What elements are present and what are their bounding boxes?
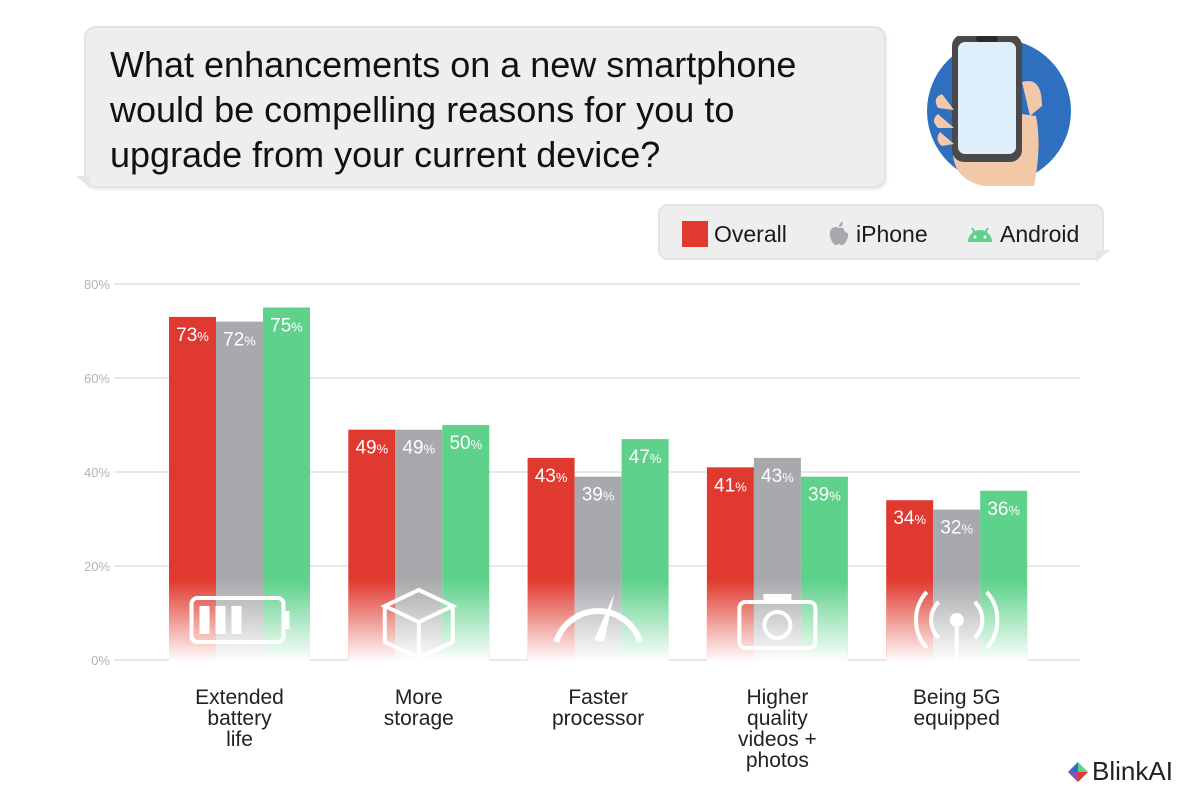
bar-value-label: 34% [893,508,926,529]
bar-value-label: 49% [402,438,435,459]
bar-value-label: 75% [270,316,303,337]
y-tick-label: 80% [84,277,110,292]
x-category-label: Being 5G equipped [913,686,1001,730]
speedometer-icon [553,594,643,643]
storage-box-icon [380,587,458,661]
y-tick-label: 40% [84,465,110,480]
legend-label: Overall [714,220,787,247]
bar-value-label: 73% [176,325,209,346]
brand-name: BlinkAI [1092,756,1173,786]
bar-value-label: 72% [223,330,256,351]
bar-value-label: 50% [449,433,482,454]
apple-icon [829,222,849,245]
bar-fade-overlay [527,580,669,662]
android-icon [968,227,992,242]
bar-value-label: 39% [582,485,615,506]
bar-value-label: 43% [535,466,568,487]
hand-holding-phone-icon [927,36,1071,186]
legend-item-android: Android [966,220,1079,248]
brand-logo: BlinkAI [1068,756,1173,787]
legend-item-overall: Overall [682,220,787,248]
blinkai-logo-icon [1068,761,1088,782]
bar-value-label: 32% [940,518,973,539]
question-bubble-tail [76,176,90,188]
bar-value-label: 47% [629,447,662,468]
legend-bubble-tail [1096,250,1110,262]
battery-icon [189,596,290,644]
bar-value-label: 36% [987,499,1020,520]
x-category-label: Extended battery life [195,686,284,751]
legend-label: iPhone [856,220,928,247]
bar-value-label: 41% [714,475,747,496]
legend-item-iphone: iPhone [828,220,928,248]
x-category-label: Faster processor [552,686,644,730]
antenna-signal-icon [914,590,1000,660]
y-tick-label: 20% [84,559,110,574]
legend-label: Android [1000,220,1080,247]
legend: Overall iPhone Android [658,204,1104,260]
y-tick-label: 60% [84,371,110,386]
x-category-label: Higher quality videos + photos [738,686,817,772]
bar-value-label: 43% [761,466,794,487]
bar-value-label: 49% [355,438,388,459]
bar-value-label: 39% [808,485,841,506]
y-tick-label: 0% [91,653,110,668]
x-category-label: More storage [384,686,454,730]
chart-question: What enhancements on a new smartphone wo… [110,44,797,175]
square-swatch-icon [682,221,708,247]
camera-icon [737,594,818,650]
question-bubble: What enhancements on a new smartphone wo… [84,26,886,188]
